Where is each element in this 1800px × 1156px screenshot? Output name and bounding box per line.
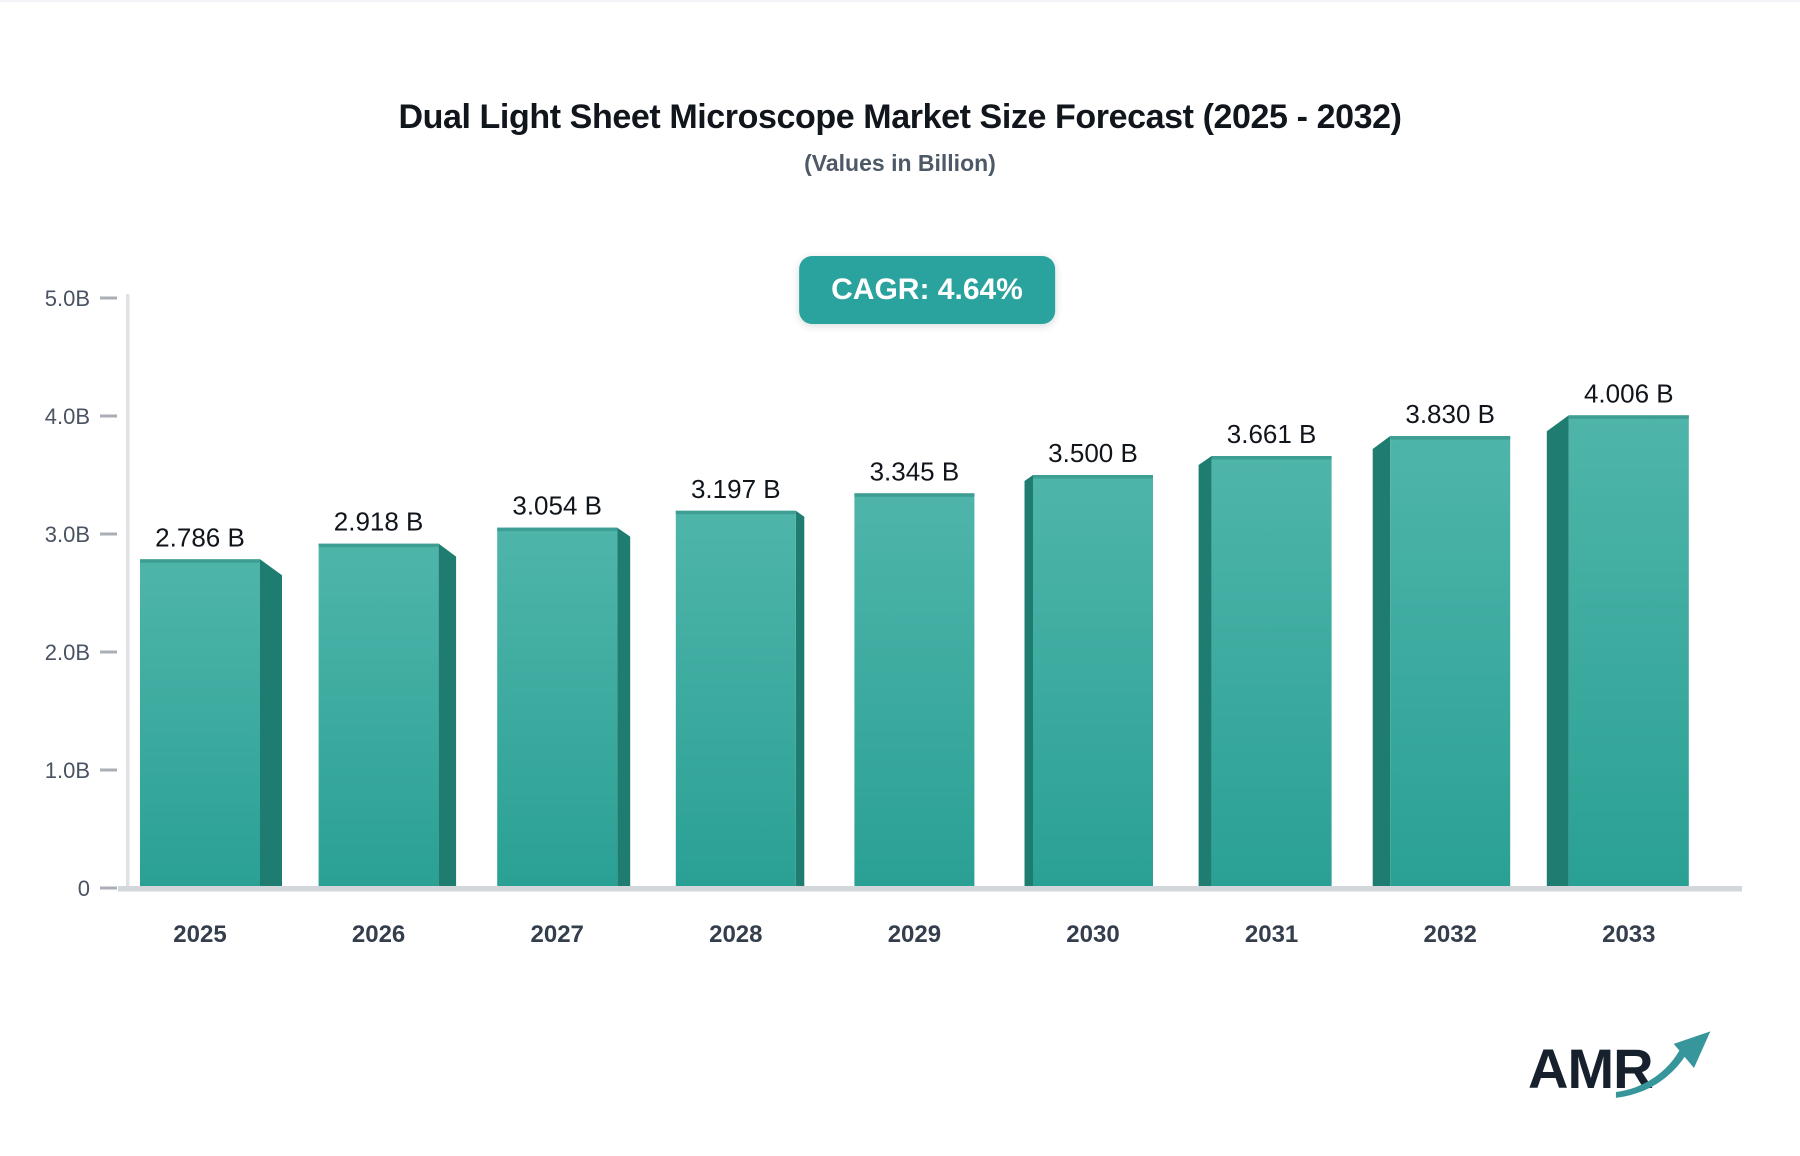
x-axis-label: 2028	[709, 921, 762, 948]
bar-top-edge	[854, 493, 975, 497]
y-tick-dash	[100, 532, 117, 536]
bar-2027	[497, 527, 618, 888]
bar-side-face	[260, 559, 282, 890]
y-tick-dash	[100, 886, 117, 890]
y-axis-line	[126, 294, 130, 891]
y-tick-label: 4.0B	[45, 404, 90, 429]
bar-side-face	[1546, 415, 1569, 890]
bar-2030	[1033, 475, 1153, 888]
y-tick-label: 3.0B	[45, 522, 90, 547]
bar-value-label: 3.500 B	[1048, 438, 1138, 468]
x-axis-label: 2033	[1602, 921, 1655, 948]
y-tick-label: 5.0B	[45, 286, 90, 311]
x-axis-label: 2031	[1245, 921, 1298, 948]
amr-logo: AMR	[1528, 1031, 1738, 1120]
bar-chart: 5.0B 4.0B 3.0B 2.0B 1.0B 0 2.786 B 2025 2.918 B 2…	[45, 286, 1742, 948]
cagr-badge-label: CAGR: 4.64%	[831, 273, 1023, 306]
bar-top-edge	[1568, 415, 1689, 419]
bar-2028	[675, 510, 796, 888]
bar-value-label: 3.054 B	[512, 491, 602, 521]
bar-top-edge	[1390, 436, 1511, 440]
y-tick-label: 1.0B	[45, 758, 90, 783]
bar-2025	[140, 559, 260, 888]
bar-2026	[318, 543, 439, 888]
bar-2032	[1390, 436, 1511, 888]
bar-side-face	[1024, 475, 1033, 890]
bar-value-label: 3.661 B	[1227, 419, 1317, 449]
bar-top-edge	[1211, 456, 1332, 460]
y-tick-label: 0	[78, 876, 90, 901]
bar-top-edge	[497, 527, 618, 532]
bar-top-edge	[140, 559, 260, 563]
bar-side-face	[1198, 456, 1212, 890]
bar-2033	[1568, 415, 1689, 888]
bar-side-face	[1372, 436, 1391, 890]
bar-value-label: 3.345 B	[870, 456, 960, 486]
bar-top-edge	[675, 510, 796, 515]
y-tick-dash	[100, 768, 117, 772]
chart-title: Dual Light Sheet Microscope Market Size …	[398, 98, 1402, 136]
y-tick-label: 2.0B	[45, 640, 90, 665]
x-axis-line	[118, 886, 1742, 892]
y-tick-dash	[100, 414, 117, 418]
bar-value-label: 3.197 B	[691, 474, 781, 504]
x-axis-label: 2032	[1424, 921, 1477, 948]
bar-2031	[1211, 456, 1332, 888]
x-axis-label: 2027	[531, 921, 584, 948]
bar-side-face	[617, 527, 631, 890]
bar-side-face	[438, 543, 457, 890]
bar-value-label: 3.830 B	[1405, 399, 1495, 429]
bar-top-edge	[318, 543, 439, 548]
y-tick-dash	[100, 296, 117, 300]
y-tick-dash	[100, 650, 117, 654]
bar-value-label: 2.786 B	[155, 522, 245, 552]
x-axis-label: 2030	[1066, 921, 1119, 948]
growth-arrow-icon	[1615, 1031, 1711, 1098]
bar-value-label: 4.006 B	[1584, 378, 1674, 408]
bar-value-label: 2.918 B	[334, 507, 424, 537]
chart-subtitle: (Values in Billion)	[804, 150, 996, 176]
cagr-badge: CAGR: 4.64%	[799, 256, 1055, 324]
bar-top-edge	[1033, 475, 1153, 479]
bar-side-face	[795, 510, 805, 890]
bar-2029	[854, 493, 975, 888]
x-axis-label: 2026	[352, 921, 405, 948]
x-axis-label: 2025	[173, 921, 226, 948]
x-axis-label: 2029	[888, 921, 941, 948]
